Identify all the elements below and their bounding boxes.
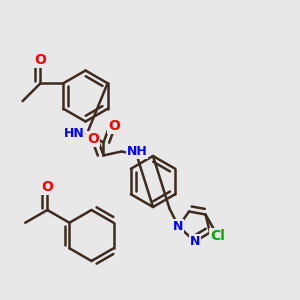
- Text: NH: NH: [127, 145, 148, 158]
- Text: O: O: [41, 180, 53, 194]
- Text: N: N: [190, 235, 200, 248]
- Text: HN: HN: [64, 127, 85, 140]
- Text: O: O: [108, 119, 120, 133]
- Text: Cl: Cl: [210, 229, 225, 242]
- Text: N: N: [173, 220, 184, 233]
- Text: O: O: [34, 53, 46, 67]
- Text: O: O: [87, 132, 99, 146]
